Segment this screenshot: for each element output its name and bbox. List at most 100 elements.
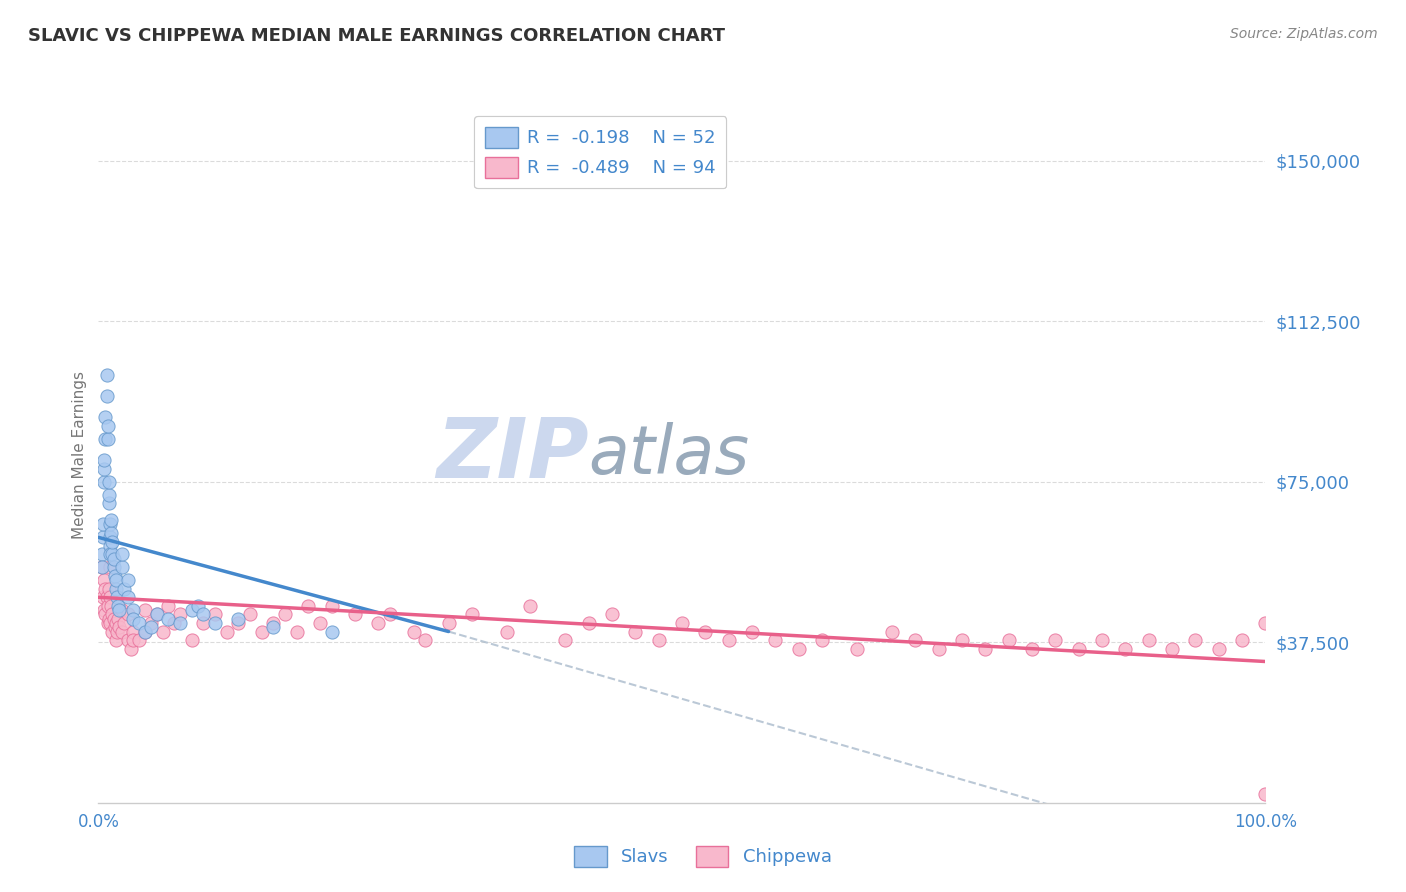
Point bbox=[122, 603, 145, 617]
Point bbox=[285, 624, 308, 639]
Point bbox=[880, 624, 903, 639]
Point bbox=[1161, 641, 1184, 656]
Point bbox=[262, 615, 284, 630]
Point bbox=[695, 624, 717, 639]
Point bbox=[146, 607, 169, 622]
Point bbox=[94, 582, 117, 596]
Point bbox=[437, 615, 460, 630]
Point bbox=[112, 582, 135, 596]
Point bbox=[104, 620, 127, 634]
Point bbox=[134, 603, 156, 617]
Point bbox=[671, 615, 693, 630]
Point bbox=[93, 603, 115, 617]
Point bbox=[974, 641, 997, 656]
Point bbox=[112, 615, 135, 630]
Point bbox=[117, 573, 139, 587]
Point bbox=[117, 633, 139, 648]
Point bbox=[98, 548, 121, 562]
Point bbox=[101, 624, 124, 639]
Point bbox=[146, 607, 169, 622]
Point bbox=[117, 591, 139, 605]
Legend: Slavs, Chippewa: Slavs, Chippewa bbox=[567, 838, 839, 874]
Point bbox=[344, 607, 367, 622]
Point bbox=[91, 517, 114, 532]
Point bbox=[98, 517, 121, 532]
Point bbox=[228, 612, 250, 626]
Point bbox=[1045, 633, 1067, 648]
Point bbox=[128, 633, 150, 648]
Point bbox=[321, 624, 343, 639]
Point bbox=[950, 633, 973, 648]
Point bbox=[105, 591, 128, 605]
Point bbox=[274, 607, 297, 622]
Point bbox=[111, 624, 134, 639]
Point bbox=[98, 560, 121, 574]
Point bbox=[91, 591, 114, 605]
Point bbox=[98, 530, 121, 544]
Point bbox=[262, 620, 284, 634]
Point bbox=[111, 603, 134, 617]
Point bbox=[215, 624, 238, 639]
Point bbox=[98, 539, 121, 553]
Point bbox=[647, 633, 669, 648]
Point bbox=[1067, 641, 1090, 656]
Point bbox=[1254, 615, 1277, 630]
Point bbox=[321, 599, 343, 613]
Point bbox=[100, 513, 122, 527]
Point bbox=[101, 607, 124, 622]
Point bbox=[763, 633, 786, 648]
Point bbox=[309, 615, 332, 630]
Point bbox=[97, 615, 120, 630]
Point bbox=[624, 624, 647, 639]
Point bbox=[103, 612, 125, 626]
Point bbox=[107, 599, 129, 613]
Point bbox=[97, 496, 120, 510]
Point bbox=[104, 569, 127, 583]
Point bbox=[93, 462, 115, 476]
Point bbox=[600, 607, 623, 622]
Point bbox=[204, 615, 226, 630]
Point bbox=[108, 603, 131, 617]
Point bbox=[741, 624, 763, 639]
Point bbox=[94, 432, 117, 446]
Point bbox=[101, 548, 124, 562]
Point bbox=[134, 624, 156, 639]
Point bbox=[193, 607, 215, 622]
Point bbox=[1208, 641, 1230, 656]
Point bbox=[157, 599, 180, 613]
Text: Source: ZipAtlas.com: Source: ZipAtlas.com bbox=[1230, 27, 1378, 41]
Point bbox=[93, 573, 115, 587]
Point bbox=[997, 633, 1019, 648]
Point bbox=[904, 633, 927, 648]
Point bbox=[103, 560, 125, 574]
Point bbox=[1137, 633, 1160, 648]
Point bbox=[108, 620, 131, 634]
Point bbox=[111, 560, 134, 574]
Point bbox=[157, 612, 180, 626]
Point bbox=[250, 624, 273, 639]
Point bbox=[1091, 633, 1114, 648]
Point bbox=[413, 633, 436, 648]
Point bbox=[134, 624, 156, 639]
Point bbox=[98, 591, 121, 605]
Point bbox=[239, 607, 262, 622]
Point bbox=[152, 624, 174, 639]
Point bbox=[180, 633, 202, 648]
Point bbox=[97, 487, 120, 501]
Point bbox=[100, 599, 122, 613]
Point bbox=[104, 573, 127, 587]
Point bbox=[297, 599, 319, 613]
Point bbox=[104, 582, 127, 596]
Point bbox=[717, 633, 740, 648]
Point bbox=[367, 615, 389, 630]
Point bbox=[122, 624, 145, 639]
Point bbox=[107, 612, 129, 626]
Point bbox=[402, 624, 425, 639]
Point bbox=[104, 615, 127, 630]
Point bbox=[128, 615, 150, 630]
Point bbox=[378, 607, 402, 622]
Text: atlas: atlas bbox=[589, 422, 749, 488]
Point bbox=[554, 633, 576, 648]
Point bbox=[169, 615, 191, 630]
Point bbox=[461, 607, 484, 622]
